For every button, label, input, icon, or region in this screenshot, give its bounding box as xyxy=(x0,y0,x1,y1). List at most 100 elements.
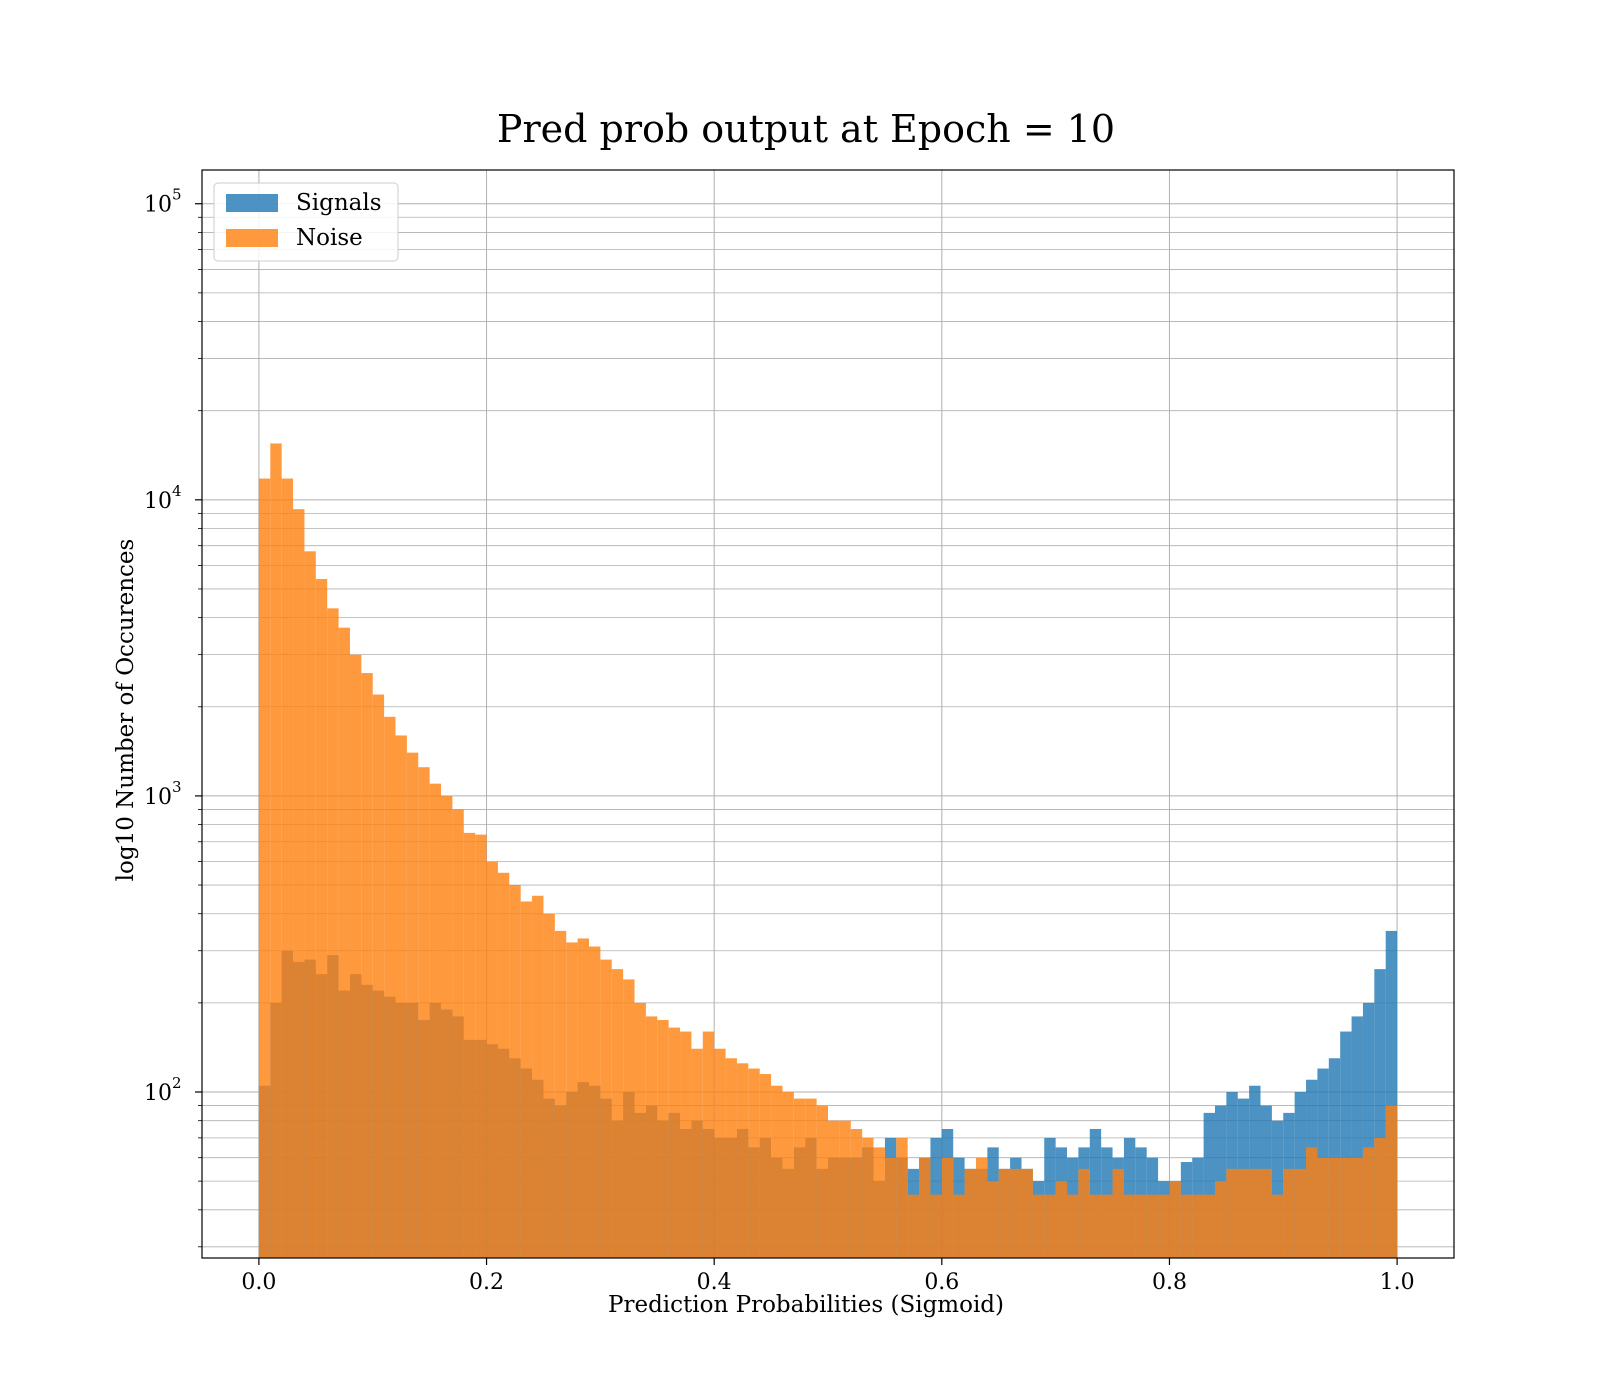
bar xyxy=(1089,1128,1102,1258)
bar xyxy=(657,1020,669,1258)
bar xyxy=(702,1031,715,1258)
bar xyxy=(1385,930,1398,1258)
legend-label-noise: Noise xyxy=(296,225,363,251)
bar xyxy=(782,1091,794,1258)
bar xyxy=(1180,1194,1193,1258)
bar xyxy=(930,1194,942,1258)
bar xyxy=(497,872,510,1258)
bar xyxy=(1067,1194,1079,1258)
x-tick-label: 0.6 xyxy=(924,1270,959,1295)
bar xyxy=(884,1157,897,1258)
bar xyxy=(828,1120,840,1258)
bar xyxy=(452,809,464,1258)
bar xyxy=(1010,1168,1022,1258)
bars-layer xyxy=(258,443,1398,1259)
bar xyxy=(1146,1194,1159,1258)
bar xyxy=(1021,1168,1033,1258)
bar xyxy=(1260,1168,1272,1258)
y-tick-label: 10 xyxy=(144,489,172,514)
bar xyxy=(1317,1157,1329,1258)
chart-title: Pred prob output at Epoch = 10 xyxy=(497,107,1115,151)
bar xyxy=(1374,969,1386,1258)
bar xyxy=(327,608,339,1258)
bar xyxy=(361,673,373,1258)
bar xyxy=(1226,1168,1238,1258)
bar xyxy=(668,1027,681,1258)
series-noise xyxy=(258,443,1398,1259)
bar xyxy=(1214,1181,1227,1258)
bar xyxy=(1340,1031,1352,1258)
bar xyxy=(486,861,498,1258)
x-tick-label: 0.8 xyxy=(1152,1270,1187,1295)
legend: Signals Noise xyxy=(213,182,399,262)
y-tick-exponent: 4 xyxy=(172,482,182,500)
bar xyxy=(736,1063,749,1258)
plot-frame xyxy=(201,169,1455,1259)
bar xyxy=(919,1157,931,1258)
bar xyxy=(1135,1194,1147,1258)
y-axis-label: log10 Number of Occurences xyxy=(113,539,139,882)
bar xyxy=(349,654,362,1258)
bar xyxy=(805,1098,817,1258)
bar xyxy=(588,946,601,1258)
bar xyxy=(1271,1194,1284,1258)
bar xyxy=(623,979,635,1258)
bar xyxy=(896,1137,908,1258)
bar xyxy=(634,1002,646,1258)
bar xyxy=(463,832,476,1258)
bar xyxy=(1362,1147,1375,1258)
bar xyxy=(600,959,612,1258)
bar xyxy=(953,1194,965,1258)
bar xyxy=(1385,1105,1398,1258)
legend-swatch-signals xyxy=(226,194,278,212)
bar xyxy=(987,1181,999,1258)
bar xyxy=(1306,1147,1318,1258)
bar xyxy=(680,1031,692,1258)
bar xyxy=(1271,1120,1284,1258)
legend-label-signals: Signals xyxy=(296,190,382,216)
bar xyxy=(850,1128,863,1258)
bar xyxy=(793,1098,806,1258)
bar xyxy=(1203,1112,1215,1258)
bar xyxy=(509,885,521,1258)
bar xyxy=(1294,1168,1307,1258)
bar xyxy=(520,901,533,1258)
x-tick-label: 0.0 xyxy=(241,1270,276,1295)
bar xyxy=(395,735,407,1258)
bar xyxy=(1112,1168,1124,1258)
bar xyxy=(1101,1194,1113,1258)
bar xyxy=(270,443,282,1259)
x-tick-label: 1.0 xyxy=(1380,1270,1415,1295)
bar xyxy=(1340,1157,1352,1258)
bar xyxy=(566,942,578,1258)
bar xyxy=(839,1120,851,1258)
bar xyxy=(1078,1168,1090,1258)
bar xyxy=(1328,1157,1341,1258)
bar xyxy=(759,1074,772,1258)
y-tick-label: 10 xyxy=(144,1081,172,1106)
y-tick-label: 10 xyxy=(144,193,172,218)
bar xyxy=(543,913,555,1258)
bar xyxy=(293,509,305,1258)
y-tick-exponent: 2 xyxy=(172,1074,182,1092)
bar xyxy=(418,767,430,1258)
bar xyxy=(577,938,589,1258)
bar xyxy=(714,1048,726,1258)
bar xyxy=(645,1016,658,1258)
bar xyxy=(1351,1016,1363,1258)
bar xyxy=(1123,1194,1136,1258)
bar xyxy=(1374,1137,1386,1258)
bar xyxy=(1351,1157,1363,1258)
bar xyxy=(304,551,316,1258)
bar xyxy=(315,579,328,1258)
bar xyxy=(975,1157,988,1258)
bar xyxy=(1249,1168,1261,1258)
bar xyxy=(771,1085,783,1258)
bar xyxy=(1169,1181,1181,1258)
bar xyxy=(1283,1168,1295,1258)
bar xyxy=(429,783,442,1258)
bar xyxy=(1032,1194,1045,1258)
bar xyxy=(873,1147,885,1258)
bar xyxy=(1055,1181,1068,1258)
bar xyxy=(532,895,544,1258)
